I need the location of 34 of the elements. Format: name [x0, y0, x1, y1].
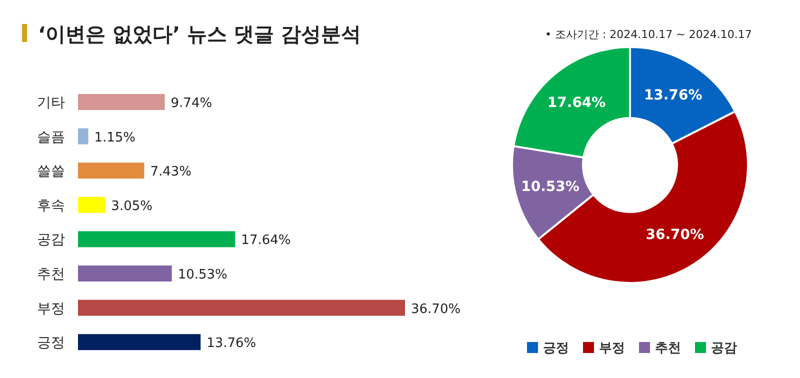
data-label: 17.64% [241, 233, 291, 248]
legend-label: 추천 [655, 341, 681, 356]
data-label: 9.74% [170, 96, 212, 111]
chart-title: ‘이변은 없었다’ 뉴스 댓글 감성분석 [38, 22, 362, 46]
data-label: 17.64% [547, 95, 606, 112]
data-label: 36.70% [646, 227, 704, 244]
bar [78, 128, 88, 144]
y-tick-label: 기타 [37, 95, 65, 111]
bar [78, 334, 201, 350]
data-label: 13.76% [206, 336, 256, 352]
data-label: 10.53% [178, 268, 228, 282]
y-tick-label: 부정 [37, 300, 65, 317]
y-tick-label: 긍정 [37, 335, 65, 352]
legend-label: 부정 [599, 341, 625, 356]
data-label: 13.76% [644, 88, 702, 104]
y-tick-label: 후속 [37, 198, 65, 214]
bar [78, 231, 236, 248]
y-tick-label: 공감 [37, 232, 65, 248]
bar [78, 94, 165, 110]
data-label: 7.43% [150, 164, 192, 180]
legend-label: 공감 [711, 341, 737, 356]
bar [78, 196, 106, 213]
y-tick-label: 쓸쓸 [37, 164, 65, 180]
y-tick-label: 슬픔 [37, 129, 65, 146]
bar [78, 300, 405, 316]
y-tick-label: 추천 [37, 266, 65, 282]
text: • 조사기간 : 2024.10.17 ~ 2024.10.17 [545, 28, 752, 41]
bar [78, 162, 144, 179]
bar [78, 266, 172, 282]
data-label: 36.70% [411, 302, 461, 317]
data-label: 1.15% [94, 130, 136, 146]
data-label: 3.05% [111, 198, 152, 214]
data-label: 10.53% [521, 179, 580, 196]
legend-label: 긍정 [543, 341, 569, 356]
